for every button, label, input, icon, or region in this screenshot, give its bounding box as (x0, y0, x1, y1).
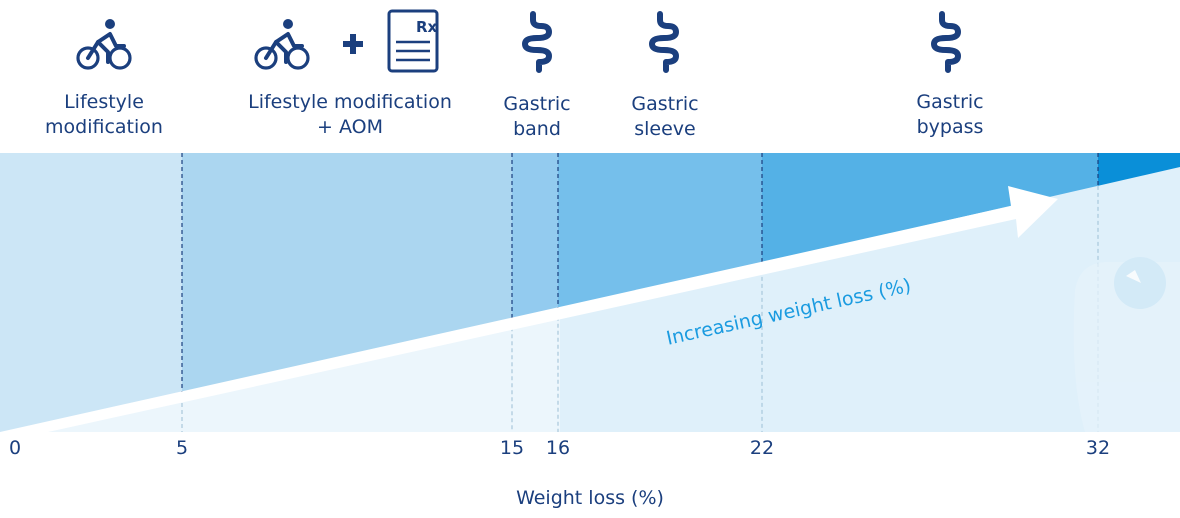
label-line2: band (513, 118, 561, 140)
label-line1: Lifestyle modification (248, 91, 452, 113)
intestine-icon (931, 11, 961, 73)
intestine-icon (649, 11, 679, 73)
treatment-label-band: Gastric band (487, 92, 587, 142)
treatment-label-lifestyle: Lifestyle modification (44, 90, 164, 140)
label-line2: sleeve (634, 118, 696, 140)
label-line1: Gastric (631, 93, 699, 115)
label-line1: Gastric (916, 91, 984, 113)
scale-icon (1073, 257, 1180, 432)
prescription-text: Rx (416, 18, 438, 36)
label-line1: Lifestyle (64, 91, 144, 113)
label-line2: + AOM (317, 116, 383, 138)
treatment-label-sleeve: Gastric sleeve (615, 92, 715, 142)
x-tick-label: 15 (499, 437, 525, 459)
treatment-band (0, 153, 182, 432)
bicycle-icon (254, 19, 310, 70)
x-tick-label: 5 (175, 437, 189, 459)
x-tick-label: 32 (1085, 437, 1111, 459)
x-tick-label: 16 (545, 437, 571, 459)
treatment-label-lifestyle-aom: Lifestyle modification + AOM (230, 90, 470, 140)
plus-icon (343, 34, 363, 54)
label-line1: Gastric (503, 93, 571, 115)
label-line2: bypass (916, 116, 984, 138)
x-tick-label: 22 (749, 437, 775, 459)
intestine-icon (522, 11, 552, 73)
bicycle-icon (76, 19, 132, 70)
prescription-icon: Rx (387, 9, 439, 73)
treatment-label-bypass: Gastric bypass (895, 90, 1005, 140)
label-line2: modification (45, 116, 163, 138)
x-axis-label: Weight loss (%) (516, 487, 664, 509)
x-tick-label: 0 (8, 437, 22, 459)
